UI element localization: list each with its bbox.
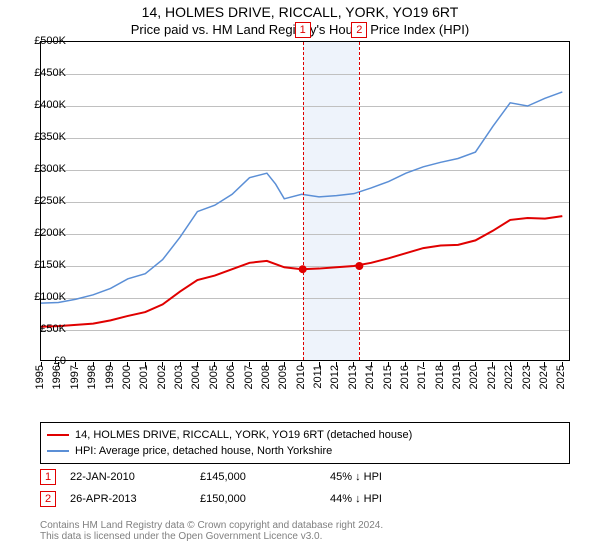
event-date: 22-JAN-2010 <box>70 471 200 483</box>
ytick-label: £250K <box>34 195 66 207</box>
legend-swatch <box>47 434 69 436</box>
ytick-label: £200K <box>34 227 66 239</box>
event-marker: 2 <box>351 22 367 38</box>
event-row-marker: 1 <box>40 469 56 485</box>
chart-svg <box>41 42 571 362</box>
event-row-marker: 2 <box>40 491 56 507</box>
events-table: 1 22-JAN-2010£145,00045% ↓ HPI 2 26-APR-201… <box>40 466 570 510</box>
xtick-label: 1996 <box>51 365 63 389</box>
xtick-label: 2013 <box>347 365 359 389</box>
footnote: Contains HM Land Registry data © Crown c… <box>40 520 570 542</box>
legend-item: 14, HOLMES DRIVE, RICCALL, YORK, YO19 6R… <box>47 427 563 443</box>
event-row: 1 22-JAN-2010£145,00045% ↓ HPI <box>40 466 570 488</box>
legend-item: HPI: Average price, detached house, Nort… <box>47 443 563 459</box>
ytick-label: £100K <box>34 291 66 303</box>
xtick-label: 2002 <box>156 365 168 389</box>
xtick-label: 2023 <box>521 365 533 389</box>
xtick-label: 2004 <box>190 365 202 389</box>
xtick-label: 1999 <box>104 365 116 389</box>
event-line <box>303 42 304 360</box>
xtick-label: 1997 <box>69 365 81 389</box>
xtick-label: 1995 <box>34 365 46 389</box>
event-date: 26-APR-2013 <box>70 493 200 505</box>
ytick-label: £50K <box>40 323 66 335</box>
ytick-label: £350K <box>34 131 66 143</box>
page-title: 14, HOLMES DRIVE, RICCALL, YORK, YO19 6R… <box>0 0 600 20</box>
xtick-label: 1998 <box>86 365 98 389</box>
xtick-label: 2018 <box>434 365 446 389</box>
xtick-label: 2011 <box>312 365 324 389</box>
chart: 12 £0£50K£100K£150K£200K£250K£300K£350K£… <box>40 41 600 411</box>
event-pct: 44% ↓ HPI <box>330 493 460 505</box>
legend-label: 14, HOLMES DRIVE, RICCALL, YORK, YO19 6R… <box>75 429 412 441</box>
xtick-label: 2007 <box>243 365 255 389</box>
xtick-label: 2010 <box>295 365 307 389</box>
xtick-label: 2021 <box>486 365 498 389</box>
xtick-label: 2025 <box>555 365 567 389</box>
xtick-label: 2008 <box>260 365 272 389</box>
legend-swatch <box>47 450 69 452</box>
event-row: 2 26-APR-2013£150,00044% ↓ HPI <box>40 488 570 510</box>
footnote-line-2: This data is licensed under the Open Gov… <box>40 531 570 542</box>
legend-label: HPI: Average price, detached house, Nort… <box>75 445 332 457</box>
xtick-label: 2016 <box>399 365 411 389</box>
xtick-label: 2014 <box>364 365 376 389</box>
xtick-label: 2003 <box>173 365 185 389</box>
ytick-label: £300K <box>34 163 66 175</box>
event-price: £145,000 <box>200 471 330 483</box>
ytick-label: £150K <box>34 259 66 271</box>
event-price: £150,000 <box>200 493 330 505</box>
xtick-label: 2012 <box>329 365 341 389</box>
ytick-label: £500K <box>34 35 66 47</box>
xtick-label: 2024 <box>538 365 550 389</box>
footnote-line-1: Contains HM Land Registry data © Crown c… <box>40 520 570 531</box>
xtick-label: 2017 <box>416 365 428 389</box>
xtick-label: 2022 <box>503 365 515 389</box>
plot-area: 12 <box>40 41 570 361</box>
event-marker: 1 <box>295 22 311 38</box>
xtick-label: 2015 <box>382 365 394 389</box>
ytick-label: £450K <box>34 67 66 79</box>
legend: 14, HOLMES DRIVE, RICCALL, YORK, YO19 6R… <box>40 422 570 464</box>
xtick-label: 2009 <box>277 365 289 389</box>
xtick-label: 2019 <box>451 365 463 389</box>
xtick-label: 2006 <box>225 365 237 389</box>
xtick-label: 2020 <box>468 365 480 389</box>
xtick-label: 2001 <box>138 365 150 389</box>
xtick-label: 2000 <box>121 365 133 389</box>
event-line <box>359 42 360 360</box>
ytick-label: £400K <box>34 99 66 111</box>
xtick-label: 2005 <box>208 365 220 389</box>
event-pct: 45% ↓ HPI <box>330 471 460 483</box>
